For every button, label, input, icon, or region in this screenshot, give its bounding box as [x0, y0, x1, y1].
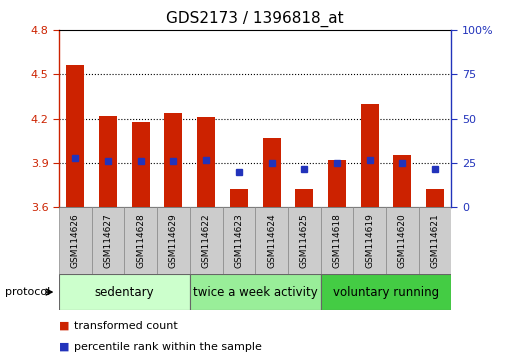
- Text: ■: ■: [59, 342, 69, 352]
- Bar: [321, 274, 451, 310]
- Bar: [92, 207, 125, 274]
- Text: GSM114627: GSM114627: [104, 213, 112, 268]
- Text: sedentary: sedentary: [94, 286, 154, 298]
- Text: transformed count: transformed count: [74, 321, 178, 331]
- Text: GSM114619: GSM114619: [365, 213, 374, 268]
- Bar: [223, 207, 255, 274]
- Bar: [353, 207, 386, 274]
- Text: GSM114618: GSM114618: [332, 213, 342, 268]
- Bar: [295, 189, 313, 207]
- Title: GDS2173 / 1396818_at: GDS2173 / 1396818_at: [166, 11, 344, 27]
- Bar: [255, 207, 288, 274]
- Text: percentile rank within the sample: percentile rank within the sample: [74, 342, 262, 352]
- Text: GSM114624: GSM114624: [267, 213, 276, 268]
- Bar: [59, 274, 190, 310]
- Bar: [288, 207, 321, 274]
- Text: protocol: protocol: [5, 287, 50, 297]
- Bar: [419, 207, 451, 274]
- Bar: [124, 207, 157, 274]
- Bar: [328, 160, 346, 207]
- Bar: [263, 138, 281, 207]
- Bar: [190, 207, 223, 274]
- Bar: [197, 117, 215, 207]
- Text: GSM114626: GSM114626: [71, 213, 80, 268]
- Bar: [230, 189, 248, 207]
- Text: GSM114620: GSM114620: [398, 213, 407, 268]
- Bar: [361, 104, 379, 207]
- Bar: [66, 65, 84, 207]
- Bar: [132, 121, 150, 207]
- Bar: [393, 155, 411, 207]
- Text: GSM114629: GSM114629: [169, 213, 178, 268]
- Text: GSM114623: GSM114623: [234, 213, 243, 268]
- Bar: [190, 274, 321, 310]
- Bar: [99, 116, 117, 207]
- Bar: [157, 207, 190, 274]
- Bar: [426, 189, 444, 207]
- Bar: [321, 207, 353, 274]
- Text: ■: ■: [59, 321, 69, 331]
- Bar: [165, 113, 183, 207]
- Text: GSM114628: GSM114628: [136, 213, 145, 268]
- Bar: [59, 207, 92, 274]
- Bar: [386, 207, 419, 274]
- Text: GSM114622: GSM114622: [202, 213, 211, 268]
- Text: twice a week activity: twice a week activity: [193, 286, 318, 298]
- Text: voluntary running: voluntary running: [333, 286, 439, 298]
- Text: GSM114625: GSM114625: [300, 213, 309, 268]
- Text: GSM114621: GSM114621: [430, 213, 440, 268]
